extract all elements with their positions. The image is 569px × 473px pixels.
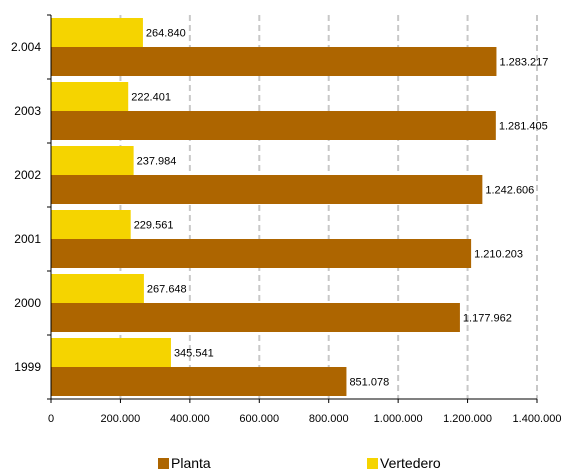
x-tick-label: 600.000 — [239, 413, 279, 425]
x-tick-label: 1.200.000 — [443, 413, 492, 425]
bar-vertedero — [51, 18, 143, 47]
bar-vertedero — [51, 146, 134, 175]
y-tick-label: 2000 — [14, 296, 41, 310]
legend-label-planta: Planta — [171, 455, 211, 471]
data-labels: 264.840 1.283.217 222.401 1.281.405 237.984 1… — [131, 28, 548, 389]
data-label: 1.281.405 — [499, 121, 548, 133]
x-tick-label: 0 — [48, 413, 54, 425]
data-label: 1.242.606 — [485, 185, 534, 197]
data-label: 851.078 — [349, 377, 389, 389]
x-tick-label: 1.000.000 — [374, 413, 423, 425]
data-label: 1.283.217 — [499, 57, 548, 69]
bar-planta — [51, 239, 472, 268]
bar-vertedero — [51, 210, 131, 239]
data-label: 237.984 — [137, 156, 177, 168]
bar-vertedero — [51, 82, 129, 111]
legend-item-planta: Planta — [158, 455, 211, 471]
bar-planta — [51, 175, 483, 204]
data-label: 267.648 — [147, 284, 187, 296]
bar-planta — [51, 303, 460, 332]
data-label: 345.541 — [174, 348, 214, 360]
data-label: 229.561 — [134, 220, 174, 232]
legend-swatch-planta — [158, 457, 169, 469]
data-label: 1.177.962 — [463, 313, 512, 325]
data-label: 222.401 — [131, 92, 171, 104]
y-tick-label: 2002 — [14, 168, 41, 182]
bar-planta — [51, 111, 496, 140]
bar-planta — [51, 47, 497, 76]
y-tick-label: 1999 — [14, 360, 41, 374]
data-label: 264.840 — [146, 28, 186, 40]
legend-item-vertedero: Vertedero — [367, 455, 441, 471]
x-tick-label: 1.400.000 — [513, 413, 562, 425]
x-tick-label: 800.000 — [309, 413, 349, 425]
data-label: 1.210.203 — [474, 249, 523, 261]
x-tick-label: 200.000 — [101, 413, 141, 425]
legend-swatch-vertedero — [367, 457, 378, 469]
axes: 0 200.000 400.000 600.000 800.000 1.000.000 1.… — [11, 14, 562, 425]
y-tick-label: 2001 — [14, 232, 41, 246]
bar-vertedero — [51, 274, 144, 303]
bar-planta — [51, 367, 347, 396]
bars — [51, 18, 497, 396]
grid-lines — [119, 15, 538, 399]
bar-vertedero — [51, 338, 171, 367]
x-tick-label: 400.000 — [170, 413, 210, 425]
y-tick-label: 2.004 — [11, 40, 41, 54]
y-tick-label: 2003 — [14, 104, 41, 118]
legend-label-vertedero: Vertedero — [380, 455, 441, 471]
